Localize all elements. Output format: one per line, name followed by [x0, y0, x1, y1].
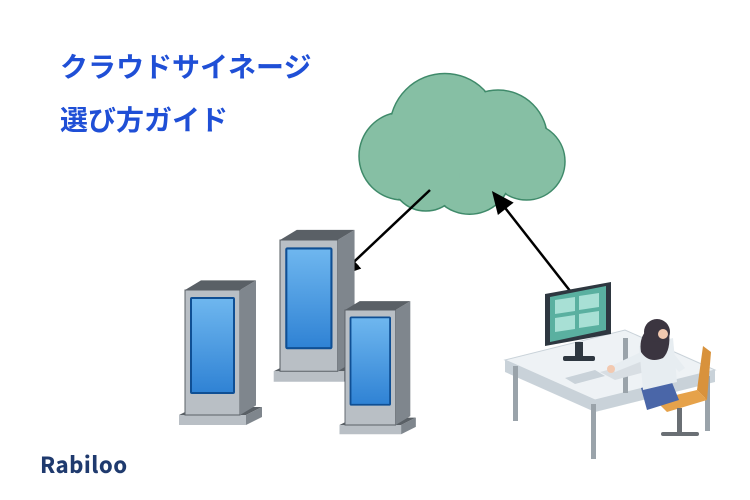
operator-workstation [505, 282, 715, 459]
signage-kiosk [179, 280, 262, 425]
signage-kiosks [179, 230, 416, 434]
signage-kiosk [339, 301, 415, 434]
cloud-icon [359, 74, 565, 215]
diagram-canvas [0, 0, 750, 500]
